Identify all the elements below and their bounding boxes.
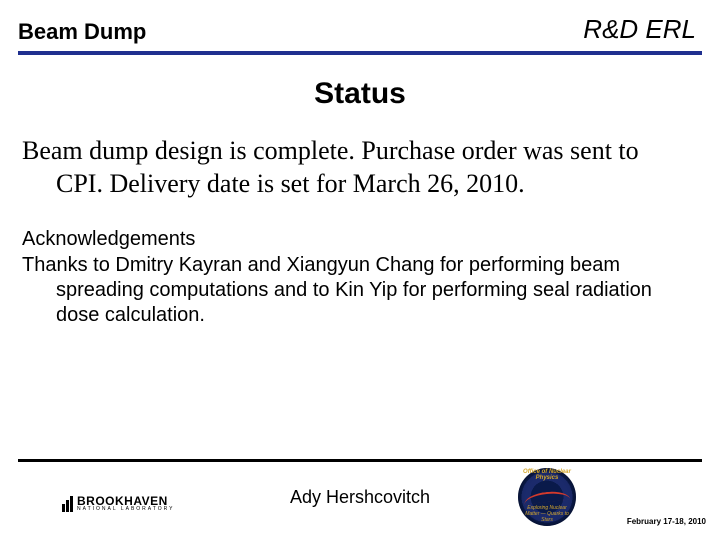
footer-date: February 17-18, 2010: [627, 517, 706, 526]
acknowledgements-heading: Acknowledgements: [0, 228, 720, 251]
acknowledgements-text: Thanks to Dmitry Kayran and Xiangyun Cha…: [0, 253, 720, 328]
presenter-name: Ady Hershcovitch: [0, 487, 720, 508]
header-left-title: Beam Dump: [18, 19, 146, 45]
body-paragraph: Beam dump design is complete. Purchase o…: [0, 135, 720, 200]
acknowledgements-content: Thanks to Dmitry Kayran and Xiangyun Cha…: [22, 253, 692, 328]
header-divider: [18, 51, 702, 55]
body-text-content: Beam dump design is complete. Purchase o…: [22, 135, 692, 200]
slide-header: Beam Dump R&D ERL: [0, 0, 720, 51]
slide-footer: BROOKHAVEN NATIONAL LABORATORY Ady Hersh…: [0, 462, 720, 540]
onp-bottom-label: Exploring Nuclear Matter — Quarks to Sta…: [522, 505, 572, 523]
nuclear-physics-logo: Office of Nuclear Physics Exploring Nucl…: [518, 468, 576, 526]
header-right-project: R&D ERL: [583, 14, 696, 45]
onp-top-label: Office of Nuclear Physics: [522, 469, 572, 489]
slide-title: Status: [0, 77, 720, 111]
